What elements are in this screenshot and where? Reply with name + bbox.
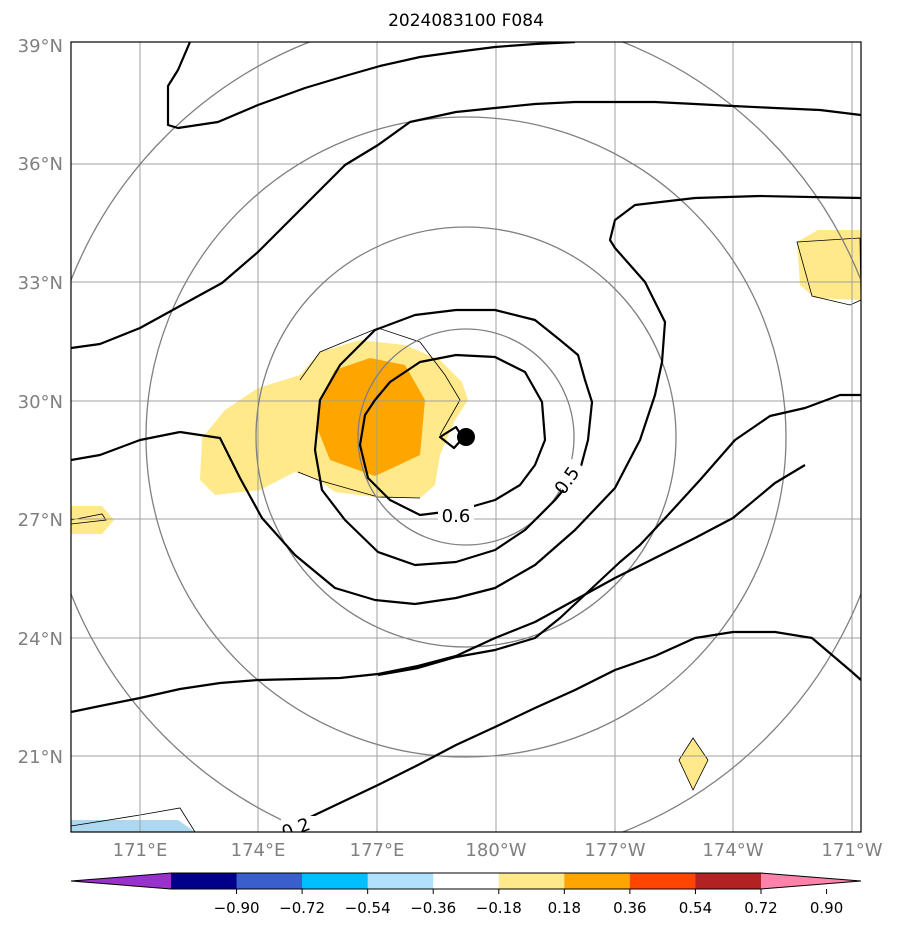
colorbar-tick-label: −0.54 xyxy=(345,899,391,917)
range-rings xyxy=(71,42,861,832)
lon-label-171w: 171°W xyxy=(821,840,882,861)
colorbar-tick-label: −0.18 xyxy=(476,899,522,917)
contour-0.4 xyxy=(71,430,181,462)
latitude-labels: 39°N 36°N 33°N 30°N 27°N 24°N 21°N xyxy=(18,36,63,768)
contour-0.2 xyxy=(71,464,806,714)
contours xyxy=(71,42,861,832)
colorbar-segment xyxy=(498,873,565,889)
positive-anomaly-region-east xyxy=(797,230,861,300)
positive-anomaly-region-south xyxy=(679,738,708,790)
colorbar-segment xyxy=(695,873,762,889)
lat-label-24n: 24°N xyxy=(18,629,63,650)
colorbar-extend-low xyxy=(71,873,171,889)
colorbar-segment xyxy=(236,873,303,889)
colorbar-tick-label: 0.72 xyxy=(744,899,777,917)
lon-label-171e: 171°E xyxy=(113,840,168,861)
storm-center-marker xyxy=(457,428,475,446)
strong-positive-anomaly-region xyxy=(318,358,425,476)
positive-anomaly-region-west-edge xyxy=(71,506,114,534)
shading-layer xyxy=(71,230,861,832)
colorbar-segment xyxy=(564,873,631,889)
contour-label-06: 0.6 xyxy=(442,506,471,527)
lon-label-177e: 177°E xyxy=(350,840,405,861)
contour-0.6 xyxy=(313,308,594,567)
map-frame xyxy=(70,41,862,833)
contour-0.5 xyxy=(179,194,861,606)
negative-anomaly-region xyxy=(71,820,195,832)
map-title: 2024083100 F084 xyxy=(388,11,544,31)
contour-outer-north xyxy=(71,100,861,350)
colorbar-tick-label: 0.36 xyxy=(613,899,646,917)
lon-label-177w: 177°W xyxy=(584,840,645,861)
colorbar-segment xyxy=(302,873,369,889)
lat-label-39n: 39°N xyxy=(18,36,63,57)
colorbar-tick-label: −0.72 xyxy=(279,899,325,917)
colorbar-segment xyxy=(171,873,238,889)
colorbar: −0.90 −0.72 −0.54 −0.36 −0.18 0.18 0.36 0.54 0.7… xyxy=(70,872,862,917)
lat-label-30n: 30°N xyxy=(18,392,63,413)
lat-label-33n: 33°N xyxy=(18,273,63,294)
colorbar-segment xyxy=(629,873,696,889)
lon-label-180w: 180°W xyxy=(465,840,526,861)
contour-northwest xyxy=(166,42,576,130)
lat-label-21n: 21°N xyxy=(18,747,63,768)
map-area: 0.6 0.5 0.2 xyxy=(71,42,861,832)
lon-label-174e: 174°E xyxy=(231,840,286,861)
lat-label-36n: 36°N xyxy=(18,154,63,175)
contour-south xyxy=(281,630,861,832)
colorbar-tick-label: −0.90 xyxy=(214,899,260,917)
colorbar-tick-label: 0.18 xyxy=(548,899,581,917)
colorbar-tick-label: 0.54 xyxy=(679,899,712,917)
lon-label-174w: 174°W xyxy=(702,840,763,861)
colorbar-extend-high xyxy=(761,873,861,889)
lat-label-27n: 27°N xyxy=(18,510,63,531)
longitude-labels: 171°E 174°E 177°E 180°W 177°W 174°W 171°… xyxy=(113,840,883,861)
colorbar-segment xyxy=(367,873,434,889)
colorbar-tick-label: 0.90 xyxy=(810,899,843,917)
contour-inner xyxy=(358,353,547,517)
contour-0.5-east xyxy=(377,393,861,677)
colorbar-segment xyxy=(433,873,500,889)
colorbar-outline xyxy=(70,872,862,890)
colorbar-tick-label: −0.36 xyxy=(410,899,456,917)
